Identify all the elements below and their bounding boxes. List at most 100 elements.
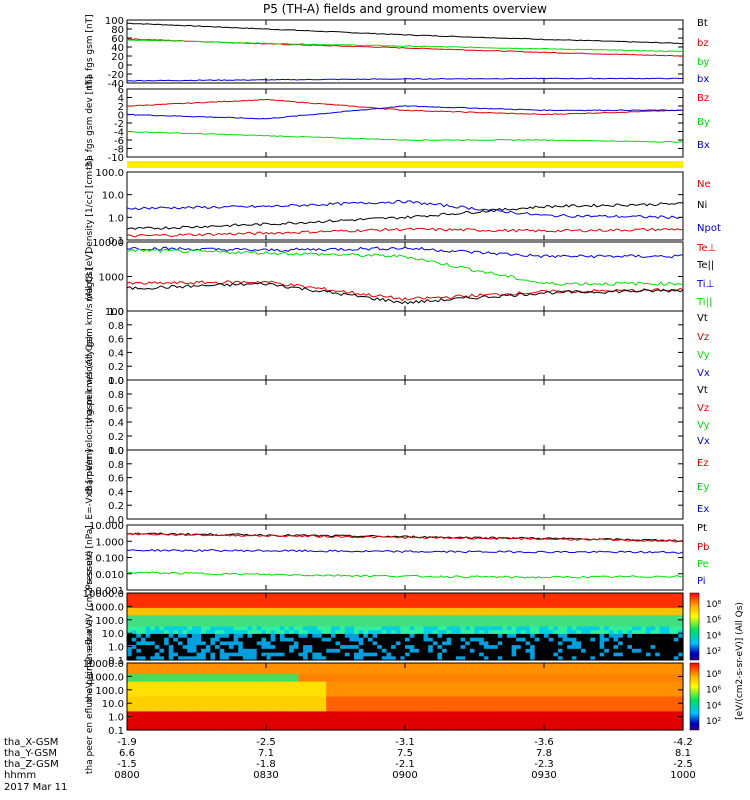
heatmap-cell — [557, 677, 564, 683]
heatmap-cell — [590, 611, 596, 616]
heatmap-cell — [173, 696, 179, 701]
heatmap-cell — [432, 726, 438, 731]
heatmap-cell — [622, 641, 628, 646]
heatmap-cell — [469, 703, 476, 709]
heatmap-cell — [460, 637, 466, 642]
heatmap-cell — [548, 648, 554, 654]
heatmap-cell — [279, 692, 286, 698]
heatmap-cell — [502, 611, 508, 616]
heatmap-cell — [405, 648, 411, 654]
heatmap-cell — [298, 700, 304, 705]
heatmap-cell — [418, 718, 425, 724]
heatmap-cell — [154, 666, 160, 671]
heatmap-cell — [145, 670, 151, 675]
heatmap-cell — [622, 718, 628, 724]
heatmap-cell — [581, 696, 587, 701]
heatmap-cell — [363, 666, 369, 671]
heatmap-cell — [145, 593, 151, 598]
heatmap-cell — [469, 681, 476, 686]
heatmap-cell — [622, 596, 628, 601]
heatmap-cell — [604, 685, 610, 690]
heatmap-cell — [497, 656, 503, 661]
heatmap-cell — [636, 715, 642, 720]
heatmap-cell — [224, 703, 230, 709]
heatmap-cell — [488, 611, 494, 616]
heatmap-cell — [182, 593, 188, 598]
heatmap-cell — [655, 666, 661, 671]
heatmap-cell — [205, 645, 211, 650]
heatmap-cell — [275, 685, 281, 690]
heatmap-cell — [645, 593, 652, 598]
heatmap-cell — [534, 718, 540, 724]
heatmap-cell — [465, 689, 471, 694]
heatmap-cell — [228, 685, 235, 690]
heatmap-cell — [636, 677, 642, 683]
heatmap-cell — [140, 670, 147, 675]
heatmap-cell — [502, 700, 508, 705]
heatmap-cell — [386, 692, 392, 698]
heatmap-cell — [418, 685, 425, 690]
heatmap-cell — [618, 677, 624, 683]
heatmap-cell — [293, 692, 299, 698]
heatmap-cell — [205, 607, 211, 613]
heatmap-cell — [442, 726, 448, 731]
heatmap-cell — [201, 726, 207, 731]
heatmap-cell — [159, 626, 165, 631]
heatmap-cell — [544, 637, 550, 642]
y-tick-label: 0.2 — [108, 432, 124, 443]
heatmap-cell — [275, 711, 281, 716]
heatmap-cell — [409, 611, 415, 616]
heatmap-cell — [293, 637, 299, 642]
heatmap-cell — [358, 615, 364, 620]
heatmap-cell — [428, 718, 434, 724]
heatmap-cell — [247, 615, 253, 620]
heatmap-cell — [669, 685, 675, 690]
heatmap-cell — [576, 607, 582, 613]
heatmap-cell — [599, 633, 605, 639]
heatmap-cell — [326, 700, 332, 705]
heatmap-cell — [493, 656, 499, 661]
heatmap-cell — [562, 681, 568, 686]
heatmap-cell — [136, 674, 142, 679]
heatmap-cell — [465, 726, 471, 731]
heatmap-cell — [678, 670, 684, 675]
heatmap-cell — [275, 600, 281, 605]
heatmap-cell — [201, 637, 207, 642]
colorbar-tick: 10⁴ — [706, 631, 721, 641]
heatmap-cell — [423, 607, 429, 613]
heatmap-cell — [418, 692, 425, 698]
heatmap-cell — [131, 604, 137, 609]
heatmap-cell — [386, 641, 392, 646]
heatmap-cell — [581, 677, 587, 683]
heatmap-cell — [530, 604, 536, 609]
heatmap-cell — [530, 607, 536, 613]
heatmap-cell — [215, 685, 221, 690]
heatmap-cell — [627, 707, 633, 712]
heatmap-cell — [479, 700, 485, 705]
heatmap-cell — [354, 685, 360, 690]
heatmap-cell — [326, 674, 332, 679]
heatmap-cell — [488, 641, 494, 646]
heatmap-cell — [372, 681, 378, 686]
heatmap-cell — [242, 626, 248, 631]
heatmap-cell — [469, 648, 476, 654]
heatmap-cell — [423, 615, 429, 620]
heatmap-cell — [205, 670, 211, 675]
heatmap-cell — [539, 674, 545, 679]
heatmap-cell — [340, 596, 346, 601]
heatmap-cell — [511, 607, 517, 613]
heatmap-cell — [525, 626, 531, 631]
heatmap-cell — [275, 703, 281, 709]
heatmap-cell — [349, 689, 355, 694]
heatmap-cell — [150, 626, 156, 631]
heatmap-cell — [238, 656, 244, 661]
heatmap-cell — [483, 611, 489, 616]
heatmap-cell — [483, 689, 489, 694]
heatmap-cell — [321, 619, 327, 624]
heatmap-cell — [446, 692, 452, 698]
heatmap-cell — [571, 674, 577, 679]
heatmap-cell — [576, 677, 582, 683]
heatmap-cell — [233, 663, 239, 668]
heatmap-cell — [256, 692, 262, 698]
heatmap-cell — [548, 663, 554, 668]
